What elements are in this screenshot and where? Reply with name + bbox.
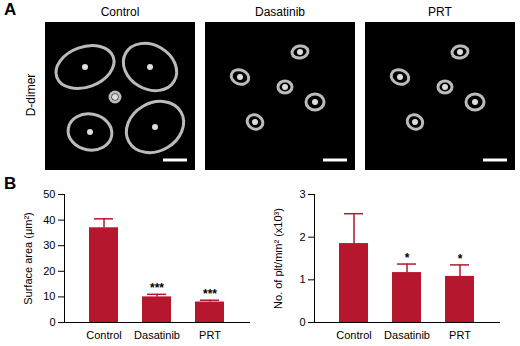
svg-text:0: 0 [49,316,55,328]
svg-text:2: 2 [299,231,305,243]
svg-text:20: 20 [43,265,55,277]
svg-text:0: 0 [299,316,305,328]
svg-text:Control: Control [86,329,121,341]
svg-text:*: * [458,252,463,266]
svg-text:Surface area (μm²): Surface area (μm²) [22,212,34,305]
html-text:PRT: PRT [428,5,452,19]
svg-text:40: 40 [43,214,55,226]
svg-text:Dasatinib: Dasatinib [384,329,430,341]
html-text:D-dimer: D-dimer [24,73,38,117]
svg-text:PRT: PRT [199,329,221,341]
svg-text:Dasatinib: Dasatinib [134,329,180,341]
svg-text:***: *** [150,281,164,295]
svg-text:Control: Control [336,329,371,341]
svg-text:3: 3 [299,188,305,200]
svg-text:10: 10 [43,290,55,302]
html-text:B: B [4,174,17,193]
html-text:A: A [4,0,17,19]
html-text:Control: Control [100,5,140,19]
svg-text:*: * [405,251,410,265]
svg-text:PRT: PRT [449,329,471,341]
svg-text:No. of plt/mm² (x10³): No. of plt/mm² (x10³) [272,208,284,309]
svg-text:***: *** [203,287,217,301]
html-text:Dasatinib: Dasatinib [255,5,305,19]
svg-text:50: 50 [43,188,55,200]
svg-text:1: 1 [299,273,305,285]
svg-text:30: 30 [43,239,55,251]
